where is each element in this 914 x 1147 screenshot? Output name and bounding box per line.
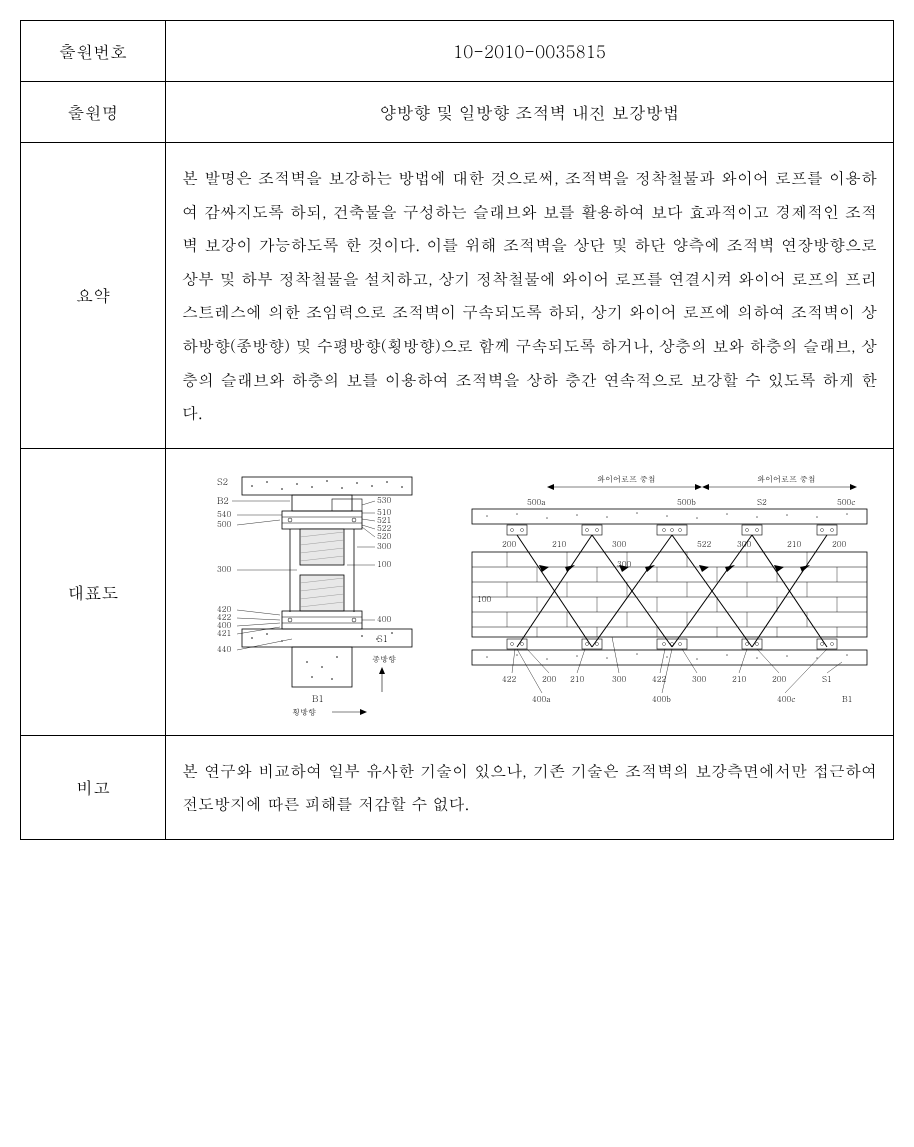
label-422-bot: 422: [502, 674, 517, 685]
label-300-bot: 300: [612, 674, 627, 685]
label-b1: B1: [312, 692, 324, 705]
summary-value: 본 발명은 조적벽을 보강하는 방법에 대한 것으로써, 조적벽을 정착철물과 …: [166, 143, 894, 449]
label-200-bot2: 200: [772, 674, 787, 685]
label-400-right: 400: [377, 614, 392, 625]
label-wire-overlap-2: 와이어로프 중첩: [757, 474, 816, 485]
figure-cell: S2 B2 540 530: [166, 448, 894, 735]
label-s1-bot: S1: [822, 674, 832, 685]
diagram-right-elevation: 와이어로프 중첩 와이어로프 중첩 500a 500b S2 500c: [457, 467, 877, 717]
figure-label: 대표도: [21, 448, 166, 735]
application-number-value: 10-2010-0035815: [166, 21, 894, 82]
brick-wall: [472, 552, 867, 637]
label-500c: 500c: [837, 497, 856, 508]
label-200-top2: 200: [832, 539, 847, 550]
label-400b: 400b: [652, 694, 671, 705]
label-421: 421: [217, 628, 231, 639]
label-500a: 500a: [527, 497, 546, 508]
label-400a: 400a: [532, 694, 551, 705]
label-s1: S1: [377, 632, 388, 645]
label-522-top: 522: [697, 539, 712, 550]
label-b2: B2: [217, 494, 229, 507]
label-vertical-dir: 종방향: [372, 654, 396, 665]
label-200-top: 200: [502, 539, 517, 550]
note-value: 본 연구와 비교하여 일부 유사한 기술이 있으나, 기존 기술은 조적벽의 보…: [166, 735, 894, 839]
label-100: 100: [377, 559, 392, 570]
top-anchors: [507, 525, 837, 535]
application-name-label: 출원명: [21, 82, 166, 143]
label-400c: 400c: [777, 694, 796, 705]
note-label: 비고: [21, 735, 166, 839]
label-500b: 500b: [677, 497, 696, 508]
label-horizontal-dir: 횡방향: [292, 707, 316, 717]
label-300-right: 300: [377, 541, 392, 552]
label-300-top: 300: [612, 539, 627, 550]
label-200-bot: 200: [542, 674, 557, 685]
summary-label: 요약: [21, 143, 166, 449]
label-440: 440: [217, 644, 232, 655]
label-300-left: 300: [217, 564, 232, 575]
label-s2: S2: [217, 475, 228, 488]
label-100-right: 100: [477, 594, 492, 605]
label-300-mid: 300: [617, 559, 632, 570]
label-530: 530: [377, 495, 392, 506]
label-210-top: 210: [552, 539, 567, 550]
label-300-top2: 300: [737, 539, 752, 550]
bottom-anchors: [507, 639, 837, 649]
label-wire-overlap-1: 와이어로프 중첩: [597, 474, 656, 485]
application-name-value: 양방향 및 일방향 조적벽 내진 보강방법: [166, 82, 894, 143]
label-210-bot2: 210: [732, 674, 747, 685]
label-210-bot: 210: [570, 674, 585, 685]
label-500: 500: [217, 519, 232, 530]
label-b1-right: B1: [842, 694, 852, 705]
diagram-left-section: S2 B2 540 530: [182, 467, 442, 717]
diagram-container: S2 B2 540 530: [182, 467, 877, 717]
label-300-bot2: 300: [692, 674, 707, 685]
label-210-top2: 210: [787, 539, 802, 550]
label-s2-right: S2: [757, 497, 767, 508]
patent-info-table: 출원번호 10-2010-0035815 출원명 양방향 및 일방향 조적벽 내…: [20, 20, 894, 840]
application-number-label: 출원번호: [21, 21, 166, 82]
